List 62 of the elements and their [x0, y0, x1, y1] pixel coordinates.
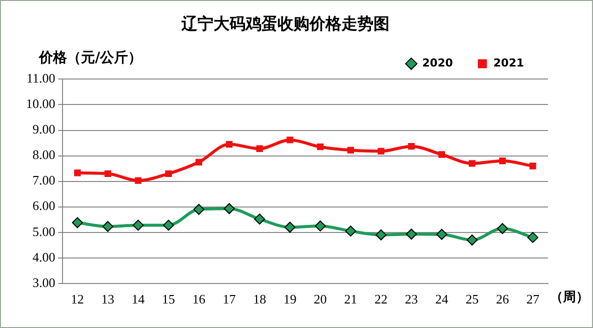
point [406, 228, 417, 240]
x-tick-label: 23 [404, 292, 418, 307]
point [314, 220, 326, 232]
point [102, 220, 114, 232]
point [196, 158, 202, 166]
point [438, 151, 446, 158]
point [466, 234, 478, 246]
x-tick-label: 25 [466, 292, 479, 307]
point [165, 170, 172, 177]
y-tick-label: 5.00 [32, 224, 56, 239]
y-tick-label: 3.00 [32, 274, 56, 290]
x-tick-label: 17 [222, 292, 236, 307]
legend-label: 2021 [493, 56, 524, 70]
x-tick-label: 27 [526, 292, 540, 307]
point [347, 146, 354, 154]
point [468, 160, 476, 167]
x-tick-label: 20 [314, 292, 327, 307]
x-tick-label: 14 [132, 292, 146, 307]
point [254, 214, 266, 225]
point [529, 162, 536, 170]
x-tick-label: 22 [374, 292, 388, 307]
point [134, 177, 142, 184]
x-tick-label: 13 [101, 292, 114, 307]
x-tick-label: 24 [435, 292, 449, 307]
y-axis-title: 价格（元/公斤） [38, 48, 142, 66]
point [132, 220, 144, 231]
x-axis-title: （周） [550, 290, 589, 305]
x-tick-label: 15 [162, 292, 176, 307]
y-tick-label: 9.00 [32, 122, 56, 137]
x-tick-label: 26 [496, 292, 510, 307]
point [499, 158, 506, 164]
point [226, 140, 233, 148]
chart-title: 辽宁大码鸡蛋收购价格走势图 [180, 14, 390, 33]
point [163, 220, 174, 231]
point [72, 217, 83, 228]
point [256, 145, 263, 152]
y-tick-label: 10.00 [26, 96, 56, 112]
x-tick-label: 18 [253, 292, 266, 307]
x-tick-label: 21 [344, 292, 358, 307]
y-tick-label: 4.00 [32, 249, 56, 264]
point [286, 136, 294, 144]
point [496, 223, 508, 234]
point [527, 232, 538, 243]
x-tick-label: 16 [192, 292, 206, 307]
legend-label: 2020 [422, 56, 454, 70]
y-tick-label: 11.00 [26, 70, 56, 86]
y-tick-label: 8.00 [32, 147, 56, 162]
x-tick-label: 12 [70, 292, 84, 307]
point [224, 203, 235, 214]
point [316, 144, 324, 150]
point [104, 170, 112, 177]
y-tick-label: 6.00 [32, 198, 56, 214]
point [74, 170, 81, 176]
point [408, 143, 415, 150]
point [376, 229, 387, 240]
y-tick-label: 7.00 [32, 172, 56, 188]
x-tick-label: 19 [283, 292, 296, 307]
point [284, 222, 296, 233]
point [345, 226, 356, 237]
point [193, 204, 204, 215]
point [436, 228, 448, 240]
point [378, 148, 384, 155]
